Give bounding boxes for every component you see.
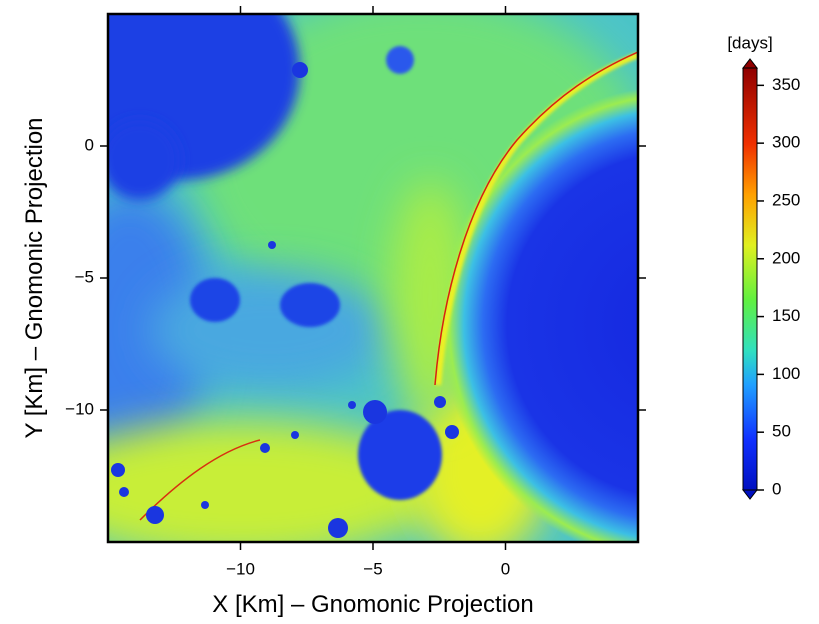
colorbar-tick-label: 250: [772, 190, 800, 209]
x-tick-label: 0: [501, 559, 510, 578]
y-tick-label: −10: [65, 399, 94, 418]
colorbar: [742, 67, 758, 491]
axes: −10 −5 0 0 −5 −10 0 50 100 150 200 250 300 350: [65, 6, 800, 578]
heatmap-image: [108, 14, 638, 542]
colorbar-tick-label: 150: [772, 306, 800, 325]
colorbar-extend-min: [741, 489, 759, 500]
x-tick-label: −10: [226, 559, 255, 578]
y-axis-label: Y [Km] – Gnomonic Projection: [21, 117, 48, 438]
colorbar-tick-label: 100: [772, 364, 800, 383]
colorbar-tick-label: 200: [772, 248, 800, 267]
colorbar-tick-label: 300: [772, 133, 800, 152]
colorbar-tick-label: 0: [772, 479, 781, 498]
x-axis-label: X [Km] – Gnomonic Projection: [212, 591, 533, 618]
x-tick-label: −5: [363, 559, 382, 578]
colorbar-tick-label: 350: [772, 75, 800, 94]
colorbar-label: [days]: [727, 33, 772, 52]
colorbar-tick-label: 50: [772, 422, 791, 441]
colorbar-extend-max: [741, 58, 759, 69]
y-tick-label: −5: [75, 267, 94, 286]
y-tick-label: 0: [85, 135, 94, 154]
